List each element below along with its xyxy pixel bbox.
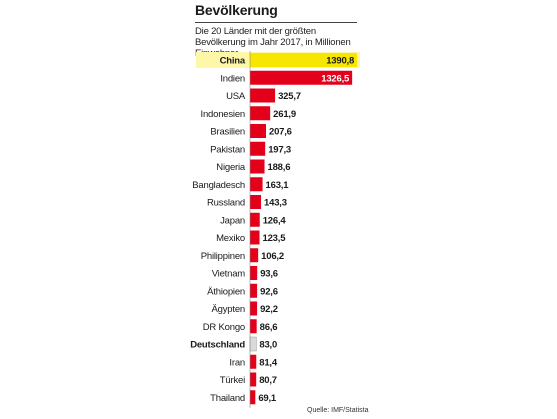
bar-indonesien [250, 106, 271, 121]
category-label-china: China [220, 56, 246, 67]
category-label--thiopien: Äthiopien [207, 286, 245, 297]
bar-nigeria [250, 159, 265, 174]
category-label-philippinen: Philippinen [201, 251, 245, 262]
category-label-brasilien: Brasilien [210, 127, 245, 138]
bar-vietnam [250, 266, 258, 280]
value-label-bangladesch: 163,1 [266, 180, 290, 191]
bar-china [250, 53, 358, 67]
bar-thailand [250, 390, 256, 405]
category-label-nigeria: Nigeria [216, 162, 246, 173]
chart-source: Quelle: IMF/Statista [307, 407, 369, 414]
value-label-iran: 81,4 [259, 357, 278, 368]
bar-usa [250, 88, 276, 103]
value-label-deutschland: 83,0 [259, 340, 277, 351]
category-label-pakistan: Pakistan [210, 144, 245, 155]
value-label-pakistan: 197,3 [268, 144, 291, 155]
category-label-indonesien: Indonesien [201, 109, 245, 120]
category-label-usa: USA [226, 91, 246, 102]
category-label-indien: Indien [220, 73, 245, 84]
category-label-t-rkei: Türkei [220, 375, 245, 386]
value-label-china: 1390,8 [326, 56, 354, 67]
value-label-dr-kongo: 86,6 [260, 322, 278, 333]
bar-deutschland [249, 336, 257, 352]
bar-philippinen [250, 248, 259, 263]
value-label-philippinen: 106,2 [261, 251, 284, 262]
bar-mexiko [250, 230, 260, 245]
category-label--gypten: Ägypten [212, 304, 245, 315]
value-label-usa: 325,7 [278, 91, 301, 102]
bar-pakistan [250, 141, 266, 156]
bar--thiopien [250, 283, 258, 298]
category-label-iran: Iran [229, 357, 245, 368]
bar--gypten [250, 301, 258, 316]
bar-bangladesch [250, 177, 263, 192]
value-label-nigeria: 188,6 [268, 162, 291, 173]
value-label--gypten: 92,2 [260, 304, 278, 315]
value-label-japan: 126,4 [263, 215, 287, 226]
bar-dr-kongo [250, 319, 257, 334]
category-label-dr-kongo: DR Kongo [203, 322, 245, 333]
category-label-bangladesch: Bangladesch [192, 180, 245, 191]
bar-iran [250, 354, 257, 369]
value-label-russland: 143,3 [264, 198, 287, 209]
value-label-thailand: 69,1 [258, 393, 277, 404]
category-label-japan: Japan [220, 215, 245, 226]
value-label-vietnam: 93,6 [260, 269, 278, 280]
chart-title: Bevölkerung [195, 2, 278, 18]
bar-russland [250, 195, 262, 209]
category-label-russland: Russland [207, 198, 245, 209]
category-label-deutschland: Deutschland [190, 340, 245, 351]
bar-t-rkei [250, 372, 257, 387]
value-label-brasilien: 207,6 [269, 127, 292, 138]
category-label-mexiko: Mexiko [216, 233, 245, 244]
bar-japan [250, 212, 260, 227]
bar-indien [250, 70, 353, 85]
bar-brasilien [250, 124, 266, 138]
value-label-mexiko: 123,5 [263, 233, 287, 244]
value-label--thiopien: 92,6 [260, 286, 278, 297]
value-label-t-rkei: 80,7 [259, 375, 277, 386]
category-label-thailand: Thailand [210, 393, 245, 404]
value-label-indonesien: 261,9 [273, 109, 296, 120]
value-label-indien: 1326,5 [321, 73, 350, 84]
category-label-vietnam: Vietnam [212, 269, 246, 280]
title-rule [195, 22, 357, 23]
